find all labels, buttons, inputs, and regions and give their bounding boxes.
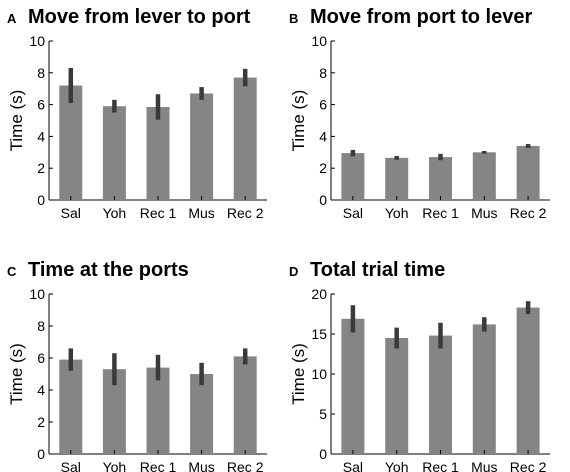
y-tick-label: 8 <box>37 65 45 81</box>
x-tick-label: Mus <box>188 459 214 472</box>
y-tick-label: 10 <box>29 286 45 302</box>
y-tick-label: 8 <box>37 318 45 334</box>
x-tick-label: Rec 1 <box>422 205 459 221</box>
bar <box>59 85 83 200</box>
x-tick-label: Rec 1 <box>140 459 177 472</box>
chart-title: Move from lever to port <box>28 6 251 28</box>
panel-letter: C <box>7 264 17 279</box>
y-tick-label: 5 <box>319 406 327 422</box>
x-tick-label: Rec 2 <box>510 205 547 221</box>
y-axis-label: Time (s) <box>289 90 308 152</box>
bar <box>429 157 452 200</box>
x-tick-label: Mus <box>188 205 214 221</box>
y-tick-label: 2 <box>37 414 45 430</box>
y-tick-label: 6 <box>319 97 327 113</box>
y-tick-label: 10 <box>29 33 45 49</box>
y-tick-label: 6 <box>37 350 45 366</box>
x-tick-label: Rec 2 <box>227 459 264 472</box>
x-tick-label: Sal <box>61 205 81 221</box>
x-tick-label: Yoh <box>385 459 409 472</box>
y-tick-label: 20 <box>311 286 327 302</box>
bar <box>385 338 409 454</box>
x-tick-label: Sal <box>61 459 81 472</box>
y-tick-label: 6 <box>37 97 45 113</box>
y-axis-label: Time (s) <box>289 343 308 405</box>
bar <box>341 153 365 200</box>
y-tick-label: 4 <box>37 382 45 398</box>
panel-letter: A <box>7 11 17 26</box>
bar <box>429 335 452 454</box>
bar <box>146 106 170 200</box>
y-tick-label: 2 <box>37 160 45 176</box>
panel-letter: B <box>289 11 298 26</box>
bar <box>190 93 214 200</box>
bar <box>102 369 126 454</box>
x-tick-label: Rec 1 <box>140 205 177 221</box>
x-tick-label: Sal <box>343 205 363 221</box>
x-tick-label: Rec 2 <box>510 459 547 472</box>
y-tick-label: 0 <box>37 446 45 462</box>
panel-letter: D <box>289 264 298 279</box>
x-tick-label: Rec 1 <box>422 459 459 472</box>
bar <box>233 356 257 454</box>
bar <box>385 157 409 200</box>
bar <box>472 152 496 200</box>
x-tick-label: Rec 2 <box>227 205 264 221</box>
chart-title: Total trial time <box>310 259 445 281</box>
y-tick-label: 0 <box>319 192 327 208</box>
bar <box>472 324 496 454</box>
y-tick-label: 10 <box>311 366 327 382</box>
y-tick-label: 0 <box>37 192 45 208</box>
panel-d: D Total trial time Time (s) 0 5 10 15 20 Sal Yoh R… <box>289 259 550 472</box>
y-tick-label: 0 <box>319 446 327 462</box>
bar <box>516 145 540 200</box>
y-tick-label: 15 <box>311 326 327 342</box>
bar <box>516 307 540 454</box>
y-tick-label: 4 <box>319 128 327 144</box>
bar <box>102 106 126 200</box>
bar <box>341 318 365 454</box>
bar <box>59 359 83 454</box>
x-tick-label: Mus <box>471 459 497 472</box>
panel-c: C Time at the ports Time (s) 0 2 4 6 8 10 Sal Yoh R… <box>7 259 267 472</box>
y-axis-label: Time (s) <box>7 343 26 405</box>
y-tick-label: 2 <box>319 160 327 176</box>
panel-a: A Move from lever to port Time (s) 0 2 4 6 8 10 S… <box>7 6 267 221</box>
y-tick-label: 4 <box>37 128 45 144</box>
y-tick-label: 10 <box>311 33 327 49</box>
x-tick-label: Yoh <box>103 205 127 221</box>
bar <box>233 77 257 200</box>
y-tick-label: 8 <box>319 65 327 81</box>
y-axis-label: Time (s) <box>7 90 26 152</box>
chart-title: Move from port to lever <box>310 6 532 28</box>
chart-title: Time at the ports <box>28 259 189 281</box>
x-tick-label: Sal <box>343 459 363 472</box>
bar <box>190 374 214 454</box>
bar <box>146 367 170 454</box>
panel-b: B Move from port to lever Time (s) 0 2 4 6 8 10 S… <box>289 6 550 221</box>
x-tick-label: Yoh <box>385 205 409 221</box>
x-tick-label: Yoh <box>103 459 127 472</box>
x-tick-label: Mus <box>471 205 497 221</box>
